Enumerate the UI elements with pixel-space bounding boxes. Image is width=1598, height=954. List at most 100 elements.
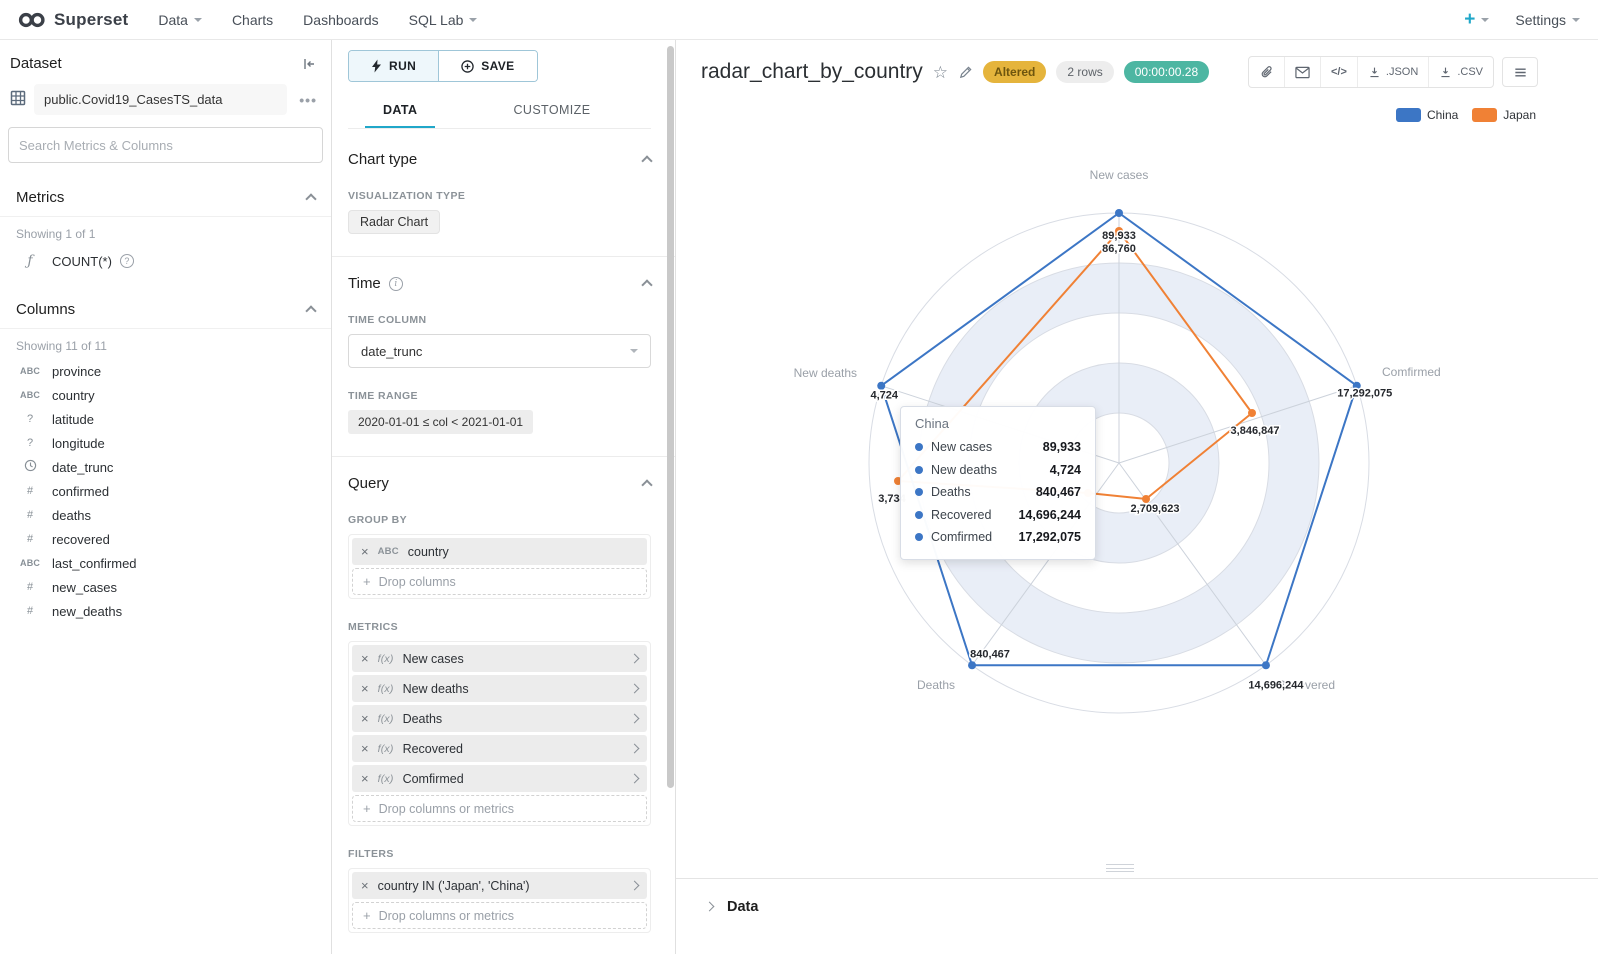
column-item-new-deaths[interactable]: # new_deaths — [0, 599, 331, 623]
chevron-up-icon[interactable] — [641, 479, 653, 491]
caret-down-icon — [193, 17, 202, 22]
superset-logo[interactable]: Superset — [18, 10, 128, 30]
legend-item-japan[interactable]: Japan — [1472, 108, 1536, 122]
tooltip-series-name: China — [915, 416, 949, 431]
dataset-panel-title: Dataset — [10, 55, 62, 72]
field-name: country — [52, 387, 95, 403]
tooltip-metric-value: 17,292,075 — [1018, 530, 1081, 545]
drop-metrics-zone[interactable]: + Drop columns or metrics — [352, 795, 647, 822]
email-share-button[interactable] — [1285, 57, 1321, 87]
tooltip-metric-value: 89,933 — [1042, 440, 1081, 455]
chevron-up-icon[interactable] — [641, 279, 653, 291]
drop-columns-zone[interactable]: + Drop columns — [352, 568, 647, 595]
download-json-button[interactable]: .JSON — [1358, 57, 1430, 87]
column-item-province[interactable]: ABC province — [0, 359, 331, 383]
results-panel-title[interactable]: Data — [727, 899, 759, 915]
info-icon: i — [388, 276, 403, 291]
download-icon — [1441, 67, 1450, 77]
column-item-confirmed[interactable]: # confirmed — [0, 479, 331, 503]
data-point[interactable] — [1352, 381, 1361, 390]
download-csv-button[interactable]: .CSV — [1429, 57, 1493, 87]
dataset-options-icon[interactable]: ••• — [299, 91, 317, 108]
data-point[interactable] — [1248, 409, 1256, 417]
viz-type-label: VISUALIZATION TYPE — [348, 190, 466, 202]
legend-item-china[interactable]: China — [1395, 108, 1458, 122]
collapse-panel-icon[interactable] — [301, 56, 317, 72]
value-label: 17,292,075 — [1337, 388, 1392, 400]
data-point[interactable] — [1261, 661, 1270, 670]
column-item-deaths[interactable]: # deaths — [0, 503, 331, 527]
save-button[interactable]: SAVE — [438, 51, 537, 81]
edit-pencil-icon[interactable] — [958, 65, 973, 80]
remove-icon[interactable]: × — [361, 771, 369, 786]
time-range-value[interactable]: 2020-01-01 ≤ col < 2021-01-01 — [348, 410, 534, 434]
columns-section-title: Columns — [16, 301, 76, 318]
caret-down-icon — [469, 17, 478, 22]
remove-icon[interactable]: × — [361, 544, 369, 559]
dataset-name[interactable]: public.Covid19_CasesTS_data — [34, 84, 288, 115]
column-item-country[interactable]: ABC country — [0, 383, 331, 407]
nav-item-dashboards[interactable]: Dashboards — [303, 12, 379, 28]
remove-icon[interactable]: × — [361, 741, 369, 756]
bullet-icon — [915, 510, 923, 519]
column-item-date-trunc[interactable]: date_trunc — [0, 455, 331, 479]
column-item-latitude[interactable]: ? latitude — [0, 407, 331, 431]
remove-icon[interactable]: × — [361, 681, 369, 696]
data-point[interactable] — [1115, 209, 1123, 217]
chevron-right-icon — [629, 683, 640, 694]
favorite-star-icon[interactable]: ☆ — [932, 62, 949, 82]
chart-menu-button[interactable] — [1502, 57, 1538, 87]
tab-customize[interactable]: CUSTOMIZE — [513, 103, 591, 117]
metric-chip-new-deaths[interactable]: × f(x) New deaths — [352, 675, 647, 702]
drop-filters-zone[interactable]: + Drop columns or metrics — [352, 902, 647, 929]
column-item-last-confirmed[interactable]: ABC last_confirmed — [0, 551, 331, 575]
remove-icon[interactable]: × — [361, 651, 369, 666]
filter-chip[interactable]: × country IN ('Japan', 'China') — [352, 872, 647, 899]
metric-chip-comfirmed[interactable]: × f(x) Comfirmed — [352, 765, 647, 792]
settings-menu[interactable]: Settings — [1515, 12, 1580, 28]
remove-icon[interactable]: × — [361, 878, 369, 893]
expand-chevron-icon[interactable] — [704, 901, 715, 912]
run-button[interactable]: RUN — [349, 51, 439, 81]
plus-icon: + — [363, 801, 371, 816]
remove-icon[interactable]: × — [361, 711, 369, 726]
chevron-up-icon[interactable] — [641, 155, 653, 167]
scrollbar-thumb[interactable] — [667, 46, 674, 788]
metric-chip-deaths[interactable]: × f(x) Deaths — [352, 705, 647, 732]
search-input[interactable] — [8, 127, 323, 163]
nav-item-sql-lab[interactable]: SQL Lab — [409, 12, 478, 28]
metric-chip-recovered[interactable]: × f(x) Recovered — [352, 735, 647, 762]
tooltip-metric-label: New cases — [931, 440, 993, 455]
nav-item-charts[interactable]: Charts — [232, 12, 273, 28]
resize-drag-handle[interactable] — [1106, 862, 1134, 872]
embed-code-button[interactable]: </> — [1321, 57, 1358, 87]
tooltip-metric-label: New deaths — [931, 462, 998, 477]
data-point[interactable] — [877, 381, 886, 390]
metric-item-count-[interactable]: ƒ COUNT(*)? — [0, 247, 331, 275]
new-button[interactable]: + — [1464, 9, 1490, 31]
axis-label-comfirmed: Comfirmed — [1382, 365, 1441, 379]
column-item-longitude[interactable]: ? longitude — [0, 431, 331, 455]
column-item-new-cases[interactable]: # new_cases — [0, 575, 331, 599]
nav-item-data[interactable]: Data — [158, 12, 202, 28]
viz-type-value[interactable]: Radar Chart — [348, 210, 441, 234]
tab-data[interactable]: DATA — [365, 94, 436, 128]
data-point[interactable] — [1115, 227, 1123, 235]
chevron-up-icon[interactable] — [305, 305, 317, 317]
data-point[interactable] — [1142, 495, 1150, 503]
navbar-menu: Data Charts Dashboards SQL Lab — [158, 12, 1464, 28]
chevron-up-icon[interactable] — [305, 193, 317, 205]
groupby-chip-country[interactable]: × ABC country — [352, 538, 647, 565]
field-name: longitude — [52, 435, 105, 451]
field-name: confirmed — [52, 483, 110, 499]
field-name: latitude — [52, 411, 94, 427]
chip-type-badge: f(x) — [377, 682, 394, 695]
column-item-recovered[interactable]: # recovered — [0, 527, 331, 551]
time-column-select[interactable]: date_trunc — [348, 334, 651, 368]
data-point[interactable] — [968, 661, 977, 670]
radar-chart[interactable]: New cases Comfirmed Recovered Deaths New dea… — [676, 95, 1596, 875]
radar-series-china[interactable] — [880, 211, 1358, 667]
copy-link-button[interactable] — [1249, 57, 1285, 87]
chart-title[interactable]: radar_chart_by_country — [701, 60, 923, 83]
metric-chip-new-cases[interactable]: × f(x) New cases — [352, 645, 647, 672]
